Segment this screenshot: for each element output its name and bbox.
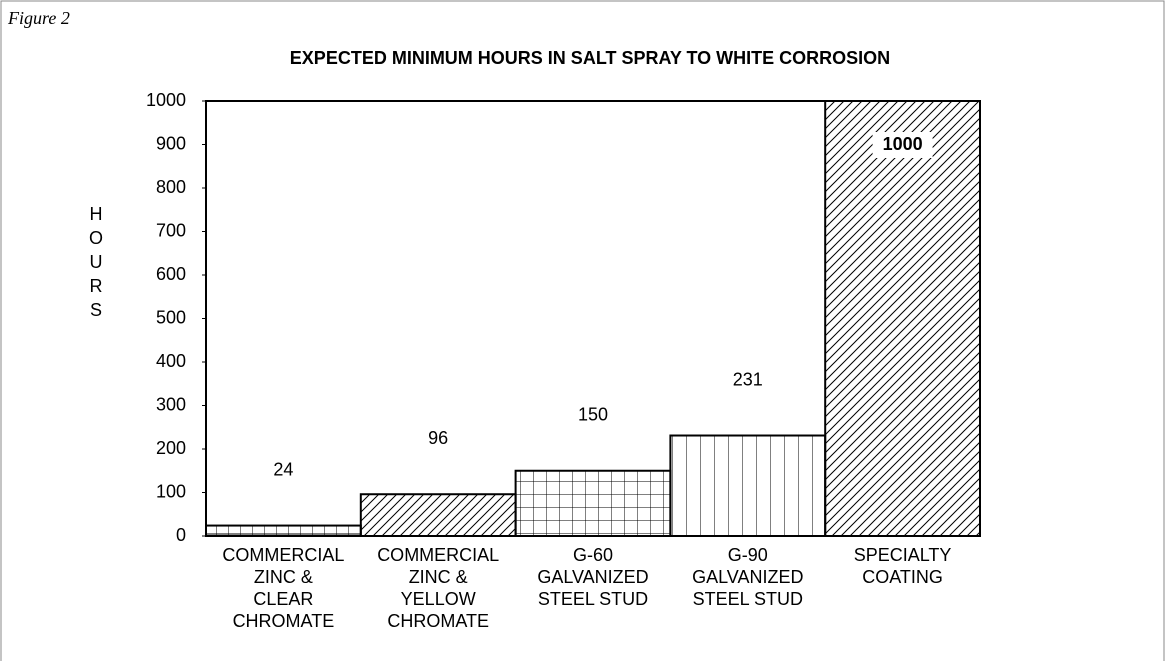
value-label-box <box>872 132 933 158</box>
y-tick-label: 800 <box>156 177 186 197</box>
y-tick-label: 200 <box>156 438 186 458</box>
figure-label: Figure 2 <box>7 8 70 28</box>
x-tick-label: ZINC & <box>409 567 468 587</box>
plot-border <box>205 100 981 537</box>
value-label: 24 <box>273 459 293 479</box>
value-label: 150 <box>578 405 608 425</box>
x-tick-label: STEEL STUD <box>693 589 803 609</box>
value-label: 96 <box>428 428 448 448</box>
bar <box>205 524 362 537</box>
y-tick-label: 600 <box>156 264 186 284</box>
x-tick-label: SPECIALTY <box>854 545 952 565</box>
value-label: 231 <box>733 369 763 389</box>
x-tick-label: G-90 <box>728 545 768 565</box>
y-tick-label: 500 <box>156 307 186 327</box>
y-tick-label: 400 <box>156 351 186 371</box>
value-label: 1000 <box>883 134 923 154</box>
bar <box>514 469 672 537</box>
y-tick-label: 1000 <box>146 90 186 110</box>
x-tick-label: GALVANIZED <box>537 567 648 587</box>
y-tick-label: 900 <box>156 133 186 153</box>
bar <box>824 100 982 537</box>
y-tick-label: 100 <box>156 481 186 501</box>
x-tick-label: ZINC & <box>254 567 313 587</box>
x-tick-label: CHROMATE <box>387 611 489 631</box>
x-tick-label: CHROMATE <box>233 611 335 631</box>
x-tick-label: COMMERCIAL <box>222 545 344 565</box>
bar <box>359 493 517 537</box>
x-tick-label: STEEL STUD <box>538 589 648 609</box>
x-tick-label: YELLOW <box>401 589 476 609</box>
x-tick-label: G-60 <box>573 545 613 565</box>
x-tick-label: CLEAR <box>253 589 313 609</box>
y-tick-label: 0 <box>176 525 186 545</box>
x-tick-label: COATING <box>862 567 943 587</box>
bar <box>669 434 827 538</box>
y-tick-label: 300 <box>156 394 186 414</box>
x-tick-label: COMMERCIAL <box>377 545 499 565</box>
y-tick-label: 700 <box>156 220 186 240</box>
chart-title: EXPECTED MINIMUM HOURS IN SALT SPRAY TO … <box>290 48 890 68</box>
x-tick-label: GALVANIZED <box>692 567 803 587</box>
